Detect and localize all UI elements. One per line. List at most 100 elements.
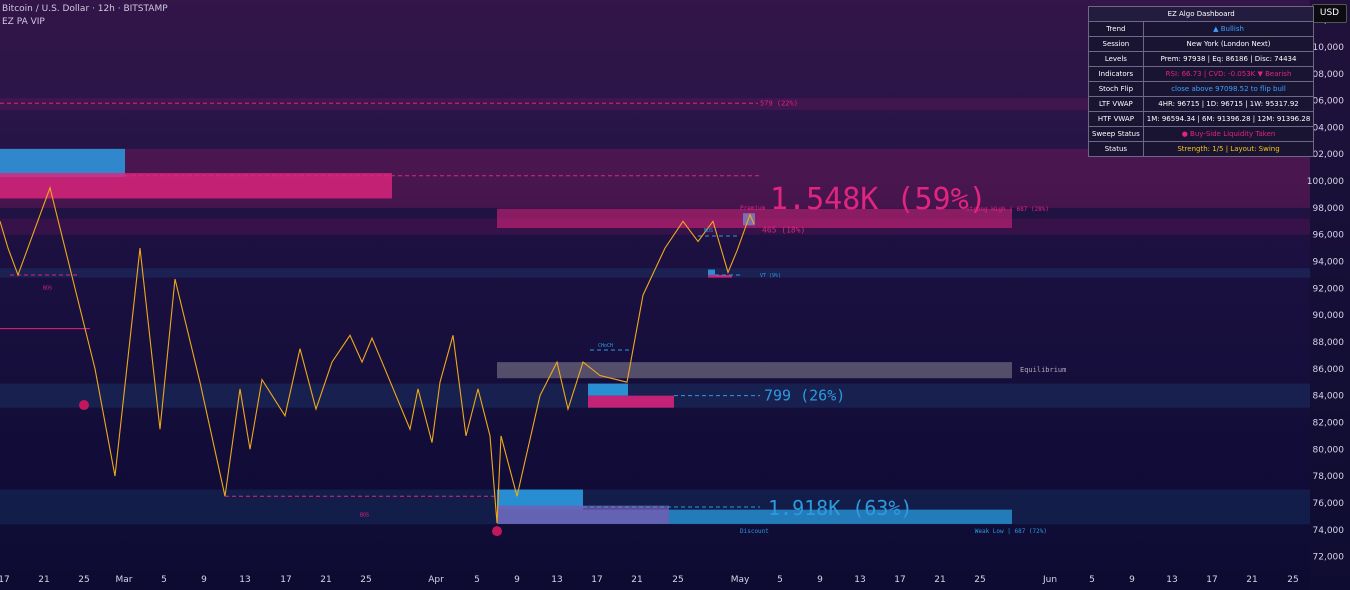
dashboard-value: ▲ Bullish	[1142, 21, 1315, 37]
order-block-bull-low	[497, 489, 583, 510]
dashboard-key: Status	[1088, 141, 1144, 157]
small-bull-block	[708, 269, 715, 275]
y-tick-label: 104,000	[1307, 123, 1344, 133]
annotation-label: VT (9%)	[760, 273, 781, 279]
dashboard-row: Indicators RSI: 66.73 | CVD: -0.053K ▼ Be…	[1088, 66, 1315, 82]
dashboard-row: Status Strength: 1/5 | Layout: Swing	[1088, 141, 1315, 157]
x-tick-label: 13	[1166, 575, 1177, 585]
dashboard-value: 4HR: 96715 | 1D: 96715 | 1W: 95317.92	[1142, 96, 1315, 112]
annotation-label: Equilibrium	[1020, 366, 1066, 374]
x-tick-label: 21	[631, 575, 642, 585]
annotation-label: Premium	[740, 205, 766, 212]
annotation-label: BOS	[43, 286, 52, 292]
x-tick-label: 25	[974, 575, 985, 585]
annotation-label: Strong High | 687 (28%)	[966, 206, 1049, 213]
dashboard-title: EZ Algo Dashboard	[1087, 6, 1315, 22]
y-tick-label: 84,000	[1313, 392, 1345, 402]
annotation-label: Discount	[740, 528, 769, 535]
x-tick-label: 25	[672, 575, 683, 585]
y-tick-label: 80,000	[1313, 445, 1345, 455]
x-tick-label: Mar	[116, 575, 133, 585]
equilibrium-zone	[497, 362, 1012, 379]
indicator-name: EZ PA VIP	[2, 17, 45, 27]
x-tick-label: 21	[934, 575, 945, 585]
x-tick-label: 5	[777, 575, 783, 585]
x-tick-label: 25	[78, 575, 89, 585]
annotation-label: BOS	[704, 228, 713, 234]
y-tick-label: 108,000	[1307, 70, 1344, 80]
dashboard-row: LTF VWAP 4HR: 96715 | 1D: 96715 | 1W: 953…	[1088, 96, 1315, 112]
price-line	[0, 185, 755, 524]
small-block	[743, 213, 755, 226]
annotation-label: 465 (18%)	[762, 225, 805, 234]
ez-algo-dashboard: EZ Algo Dashboard Trend ▲ Bullish Session N…	[1087, 6, 1315, 157]
dashboard-value: ● Buy-Side Liquidity Taken	[1142, 126, 1315, 142]
dashboard-key: Session	[1088, 36, 1144, 52]
currency-button[interactable]: USD	[1312, 4, 1347, 23]
dashboard-key: Levels	[1088, 51, 1144, 67]
dashboard-value: Strength: 1/5 | Layout: Swing	[1142, 141, 1315, 157]
x-axis-background	[0, 570, 1310, 590]
pivot-marker-high	[79, 400, 89, 411]
dashboard-key: Trend	[1088, 21, 1144, 37]
band-upper	[0, 97, 1310, 110]
dashboard-row: Stoch Flip close above 97098.52 to flip b…	[1088, 81, 1315, 97]
y-tick-label: 102,000	[1307, 150, 1344, 160]
dashboard-key: HTF VWAP	[1088, 111, 1144, 127]
annotation-label: CHoCH	[598, 343, 613, 349]
x-tick-label: 21	[38, 575, 49, 585]
y-axis-background	[1310, 0, 1350, 590]
y-tick-label: 82,000	[1313, 418, 1345, 428]
dashboard-key: LTF VWAP	[1088, 96, 1144, 112]
x-tick-label: 17	[1206, 575, 1217, 585]
y-tick-label: 98,000	[1313, 204, 1345, 214]
x-tick-label: 9	[1129, 575, 1135, 585]
x-tick-label: 5	[161, 575, 167, 585]
dashboard-row: Trend ▲ Bullish	[1088, 21, 1315, 37]
y-tick-label: 74,000	[1313, 526, 1345, 536]
band-blue-slim	[0, 268, 1310, 278]
x-tick-label: 9	[201, 575, 207, 585]
y-tick-label: 78,000	[1313, 472, 1345, 482]
x-tick-label: 17	[280, 575, 291, 585]
small-bear-block	[708, 274, 732, 278]
x-tick-label: 9	[817, 575, 823, 585]
annotation-label: 579 (22%)	[760, 99, 798, 107]
dashboard-value: RSI: 66.73 | CVD: -0.053K ▼ Bearish	[1142, 66, 1315, 82]
dashboard-key: Sweep Status	[1088, 126, 1144, 142]
dashboard-row: Sweep Status ● Buy-Side Liquidity Taken	[1088, 126, 1315, 142]
y-tick-label: 90,000	[1313, 311, 1345, 321]
x-tick-label: 17	[591, 575, 602, 585]
dashboard-row: Levels Prem: 97938 | Eq: 86186 | Disc: 74…	[1088, 51, 1315, 67]
x-tick-label: Apr	[428, 575, 444, 585]
x-tick-label: 13	[239, 575, 250, 585]
x-tick-label: 13	[854, 575, 865, 585]
x-tick-label: 21	[320, 575, 331, 585]
annotation-label: 1.918K (63%)	[768, 496, 913, 520]
x-tick-label: 21	[1246, 575, 1257, 585]
chart-symbol-title: Bitcoin / U.S. Dollar · 12h · BITSTAMP	[2, 4, 168, 14]
y-tick-label: 88,000	[1313, 338, 1345, 348]
dashboard-row: Session New York (London Next)	[1088, 36, 1315, 52]
x-tick-label: 17	[0, 575, 10, 585]
y-tick-label: 110,000	[1307, 43, 1344, 53]
discount-overlap	[497, 505, 669, 524]
x-tick-label: 17	[894, 575, 905, 585]
y-tick-label: 92,000	[1313, 284, 1345, 294]
annotation-label: Weak Low | 687 (72%)	[975, 528, 1047, 535]
x-tick-label: May	[731, 575, 750, 585]
pivot-marker-low	[492, 526, 502, 537]
y-tick-label: 76,000	[1313, 499, 1345, 509]
annotation-label: BOS	[360, 512, 369, 518]
x-tick-label: 9	[514, 575, 520, 585]
y-tick-label: 86,000	[1313, 365, 1345, 375]
y-tick-label: 100,000	[1307, 177, 1344, 187]
order-block-bear-left	[0, 173, 392, 199]
dashboard-row: HTF VWAP 1M: 96594.34 | 6M: 91396.28 | 12…	[1088, 111, 1315, 127]
order-block-bear-mid	[588, 395, 674, 408]
y-tick-label: 96,000	[1313, 231, 1345, 241]
x-tick-label: 25	[360, 575, 371, 585]
annotation-label: 1.548K (59%)	[770, 182, 987, 217]
x-tick-label: 25	[1287, 575, 1298, 585]
